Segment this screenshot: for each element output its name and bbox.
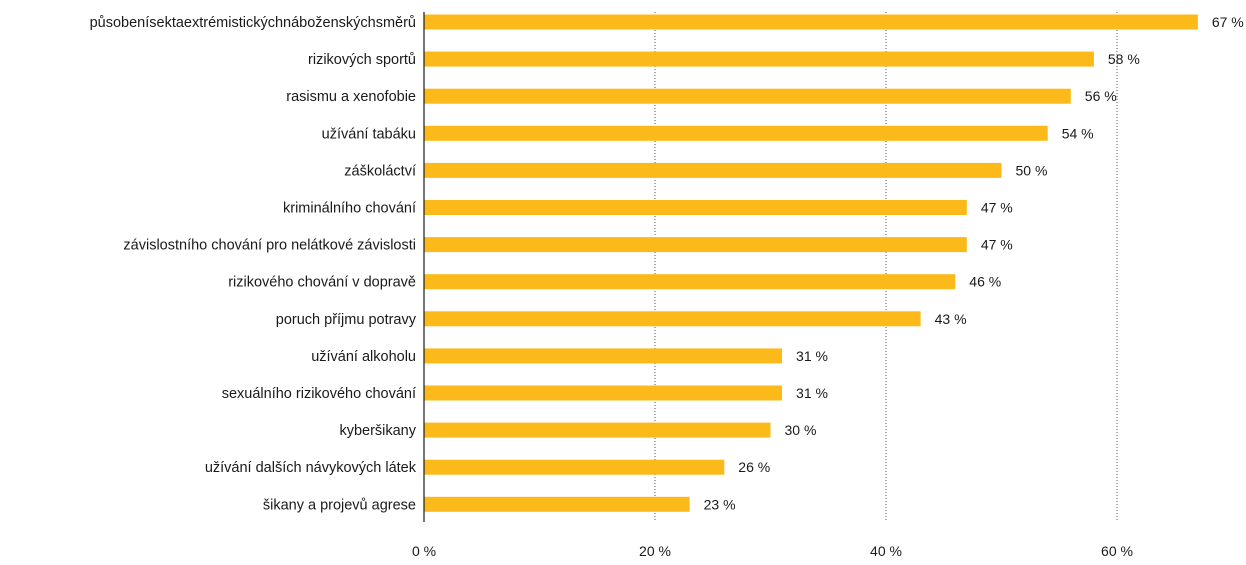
- category-label: užívání alkoholu: [311, 349, 416, 365]
- category-label: rasismu a xenofobie: [286, 89, 416, 105]
- category-label: působenísektaextrémistickýchnáboženských…: [90, 15, 416, 31]
- bar: [424, 422, 771, 438]
- category-label: kyberšikany: [339, 423, 416, 439]
- value-label: 67 %: [1212, 14, 1244, 30]
- value-labels: 67 % 58 % 56 % 54 % 50 % 47 % 47 % 46 % 43 % 31 %…: [704, 14, 1244, 512]
- bar: [424, 385, 783, 401]
- value-label: 56 %: [1085, 88, 1117, 104]
- bar: [424, 311, 921, 327]
- value-label: 30 %: [785, 422, 817, 438]
- value-label: 46 %: [969, 274, 1001, 290]
- value-label: 43 %: [935, 311, 967, 327]
- value-label: 47 %: [981, 237, 1013, 253]
- category-label: poruch příjmu potravy: [276, 312, 417, 328]
- bar: [424, 162, 1002, 178]
- x-tick-label: 20 %: [639, 543, 671, 559]
- category-label: závislostního chování pro nelátkové závi…: [123, 238, 416, 254]
- value-label: 54 %: [1062, 125, 1094, 141]
- bars: [424, 14, 1198, 512]
- x-tick-label: 40 %: [870, 543, 902, 559]
- category-label: rizikových sportů: [308, 52, 416, 68]
- bar: [424, 88, 1071, 104]
- bar: [424, 125, 1048, 141]
- value-label: 31 %: [796, 348, 828, 364]
- x-tick-labels: 0 % 20 % 40 % 60 %: [412, 543, 1133, 559]
- category-label: užívání dalších návykových látek: [205, 460, 417, 476]
- category-label: užívání tabáku: [322, 126, 416, 142]
- bar: [424, 237, 967, 253]
- value-label: 47 %: [981, 200, 1013, 216]
- value-label: 26 %: [738, 459, 770, 475]
- grid-lines: [654, 12, 1118, 522]
- x-tick-label: 60 %: [1101, 543, 1133, 559]
- category-label: šikany a projevů agrese: [263, 497, 416, 513]
- bar: [424, 274, 956, 290]
- value-label: 31 %: [796, 385, 828, 401]
- category-label: záškoláctví: [344, 163, 416, 179]
- category-label: sexuálního rizikového chování: [222, 386, 416, 402]
- category-label: kriminálního chování: [283, 201, 416, 217]
- x-tick-label: 0 %: [412, 543, 436, 559]
- value-label: 23 %: [704, 496, 736, 512]
- bar: [424, 459, 725, 475]
- bar: [424, 348, 783, 364]
- bar: [424, 496, 690, 512]
- value-label: 58 %: [1108, 51, 1140, 67]
- category-label: rizikového chování v dopravě: [228, 275, 416, 291]
- bar: [424, 14, 1198, 30]
- category-labels: působenísektaextrémistickýchnáboženských…: [90, 15, 417, 513]
- bar: [424, 200, 967, 215]
- bar: [424, 51, 1094, 67]
- value-label: 50 %: [1016, 162, 1048, 178]
